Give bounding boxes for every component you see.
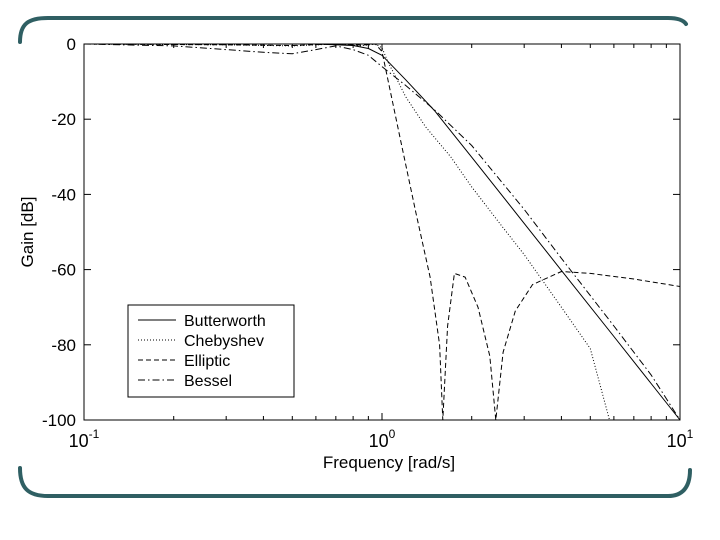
y-tick-labels: 0 -20 -40 -60 -80 -100 [42, 35, 680, 430]
y-tick-label: -80 [51, 336, 76, 355]
legend-label-butterworth: Butterworth [184, 313, 266, 330]
y-tick-label: -40 [51, 185, 76, 204]
series-line-bessel [83, 43, 681, 421]
x-tick-label: 101 [667, 427, 694, 451]
y-tick-label: -60 [51, 261, 76, 280]
series-line-chebyshev [83, 43, 610, 421]
y-tick-label: 0 [67, 35, 76, 54]
series-lines [83, 43, 681, 421]
legend-label-elliptic: Elliptic [184, 353, 230, 370]
legend-label-chebyshev: Chebyshev [184, 333, 264, 350]
slide-frame-bottom-border [18, 466, 692, 498]
series-line-elliptic [83, 43, 681, 421]
legend-label-bessel: Bessel [184, 373, 232, 390]
x-tick-labels: 10-1 100 101 [69, 44, 694, 451]
x-axis: 10-1 100 101 Frequency [rad/s] [69, 44, 694, 472]
y-tick-label: -100 [42, 411, 76, 430]
x-tick-label: 100 [369, 427, 396, 451]
x-tick-label: 10-1 [69, 427, 100, 451]
series-line-butterworth [84, 43, 681, 421]
legend: Butterworth Chebyshev Elliptic Bessel [127, 304, 295, 398]
y-tick-label: -20 [51, 110, 76, 129]
y-axis: 0 -20 -40 -60 -80 -100 Gain [dB] [18, 35, 680, 430]
y-axis-label: Gain [dB] [18, 197, 37, 268]
slide-frame-top-border [18, 16, 688, 44]
gain-chart: 10-1 100 101 Frequency [rad/s] 0 -20 -40 -60 -… [18, 35, 694, 472]
x-axis-label: Frequency [rad/s] [323, 453, 455, 472]
